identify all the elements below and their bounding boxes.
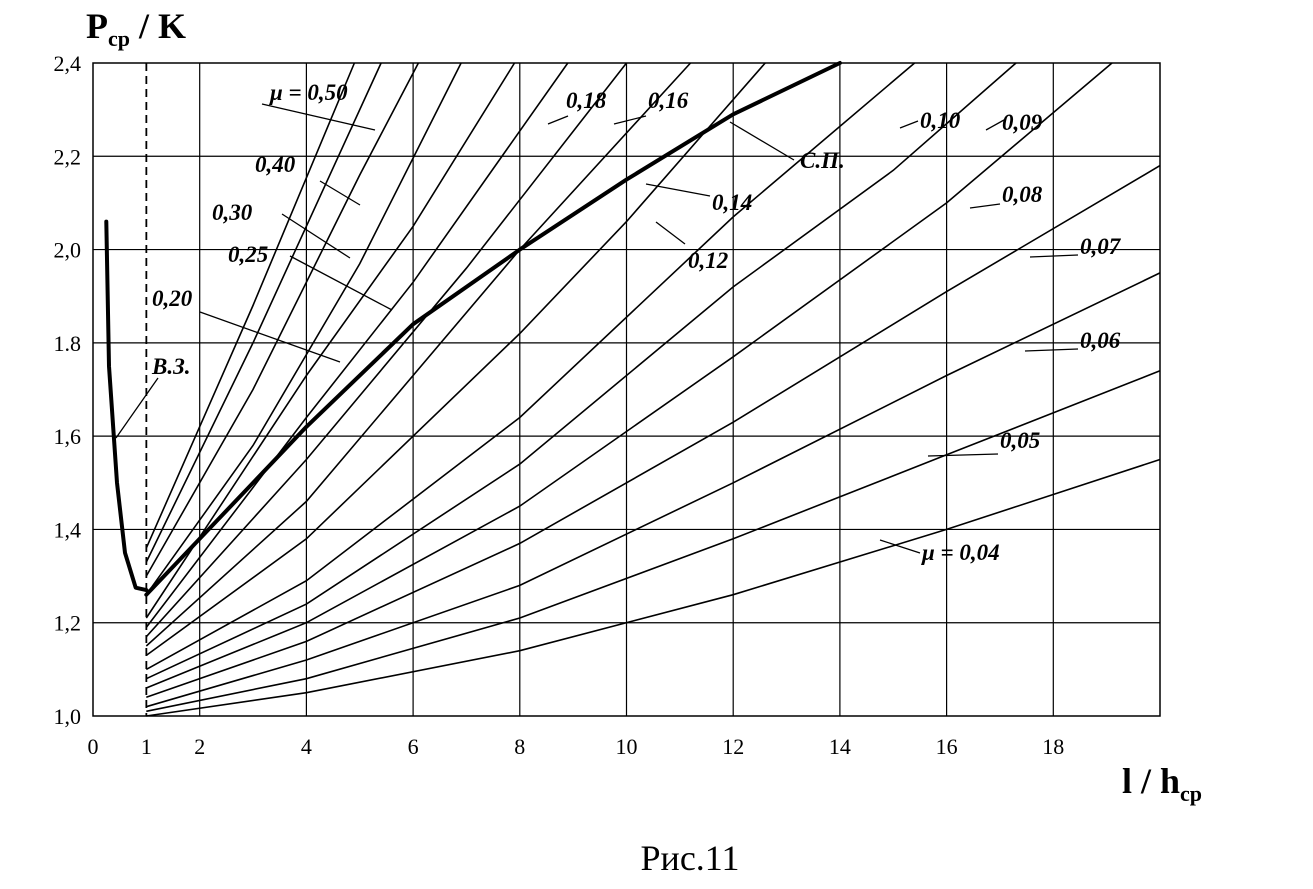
y-tick-label: 1,4 xyxy=(54,517,82,542)
curve-label: 0,09 xyxy=(1002,110,1043,135)
curve-label: С.П. xyxy=(800,148,845,173)
label-leader-line xyxy=(261,103,376,131)
series-line-0-3 xyxy=(145,62,420,577)
y-tick-label: 1.8 xyxy=(54,331,82,356)
x-tick-label: 10 xyxy=(616,734,638,759)
series-line-0-14 xyxy=(145,62,692,647)
curve-label: 0,16 xyxy=(648,88,689,113)
label-leader-line xyxy=(879,539,921,554)
x-tick-label: 14 xyxy=(829,734,851,759)
curve-label: 0,18 xyxy=(566,88,607,113)
curve-label: 0,10 xyxy=(920,108,961,133)
label-leader-line xyxy=(1029,254,1079,258)
series-line-0-1 xyxy=(145,62,916,671)
series-group xyxy=(145,62,1161,717)
x-tick-label: 2 xyxy=(194,734,205,759)
y-tick-label: 2,4 xyxy=(54,51,82,76)
curve-label: 0,30 xyxy=(212,200,253,225)
series-line-0-09 xyxy=(145,62,1017,680)
label-leader-line xyxy=(281,213,351,259)
boundary-curve-vz xyxy=(104,219,149,593)
boundary-curves xyxy=(104,61,842,597)
label-leader-line xyxy=(1024,348,1079,352)
series-line-0-06 xyxy=(146,272,1161,708)
series-line-0-16 xyxy=(145,62,628,638)
label-leader-line xyxy=(655,221,686,245)
curve-label: 0,12 xyxy=(688,248,728,273)
x-tick-labels: 0 1 2 4 6 8 10 12 14 16 18 xyxy=(88,734,1065,759)
x-tick-label: 6 xyxy=(408,734,419,759)
y-axis-title: Pср / K xyxy=(86,6,186,51)
curve-label: 0,08 xyxy=(1002,182,1043,207)
x-axis-title: l / hср xyxy=(1122,761,1202,806)
label-leader-line xyxy=(969,203,1001,209)
x-tick-label: 8 xyxy=(514,734,525,759)
label-leader-line xyxy=(729,121,795,161)
curve-label: 0,25 xyxy=(228,242,268,267)
plot-frame xyxy=(92,62,1161,717)
series-line-0-2 xyxy=(145,62,516,619)
label-leader-line xyxy=(115,377,159,439)
curve-label: μ = 0,04 xyxy=(921,540,1000,565)
y-tick-label: 2,2 xyxy=(54,144,82,169)
x-tick-label: 12 xyxy=(722,734,744,759)
label-leader-line xyxy=(547,115,569,125)
curve-label: В.З. xyxy=(151,354,191,379)
label-leader-line xyxy=(985,119,1005,131)
series-line-0-12 xyxy=(145,62,766,657)
curve-label: 0,14 xyxy=(712,190,752,215)
x-tick-label: 18 xyxy=(1042,734,1064,759)
curve-label: 0,40 xyxy=(255,152,296,177)
series-line-0-04 xyxy=(146,458,1161,717)
curve-label: 0,20 xyxy=(152,286,193,311)
boundary-curve-sp xyxy=(144,61,842,597)
curve-label: 0,06 xyxy=(1080,328,1121,353)
x-tick-label: 16 xyxy=(936,734,958,759)
series-line-0-5 xyxy=(145,62,356,549)
x-tick-label: 4 xyxy=(301,734,312,759)
curve-label: 0,05 xyxy=(1000,428,1040,453)
figure-caption: Рис.11 xyxy=(641,838,740,878)
series-line-0-4 xyxy=(145,62,382,563)
curve-label: 0,07 xyxy=(1080,234,1122,259)
grid xyxy=(93,63,1160,716)
x-tick-label: 1 xyxy=(141,734,152,759)
series-line-0-25 xyxy=(145,62,462,596)
label-leader-line xyxy=(289,255,393,311)
series-line-0-07 xyxy=(146,164,1161,699)
curve-labels: μ = 0,04 0,05 0,06 0,07 0,08 0,09 0,10 0,12 0,14… xyxy=(115,80,1122,565)
series-line-0-05 xyxy=(146,370,1161,713)
y-tick-label: 1,6 xyxy=(54,424,82,449)
label-leader-line xyxy=(899,120,919,129)
label-leader-line xyxy=(319,180,361,206)
label-leader-line xyxy=(613,115,647,125)
y-tick-labels: 1,0 1,2 1,4 1,6 1.8 2,0 2,2 2,4 xyxy=(54,51,82,729)
curve-label: μ = 0,50 xyxy=(269,80,348,105)
x-tick-label: 0 xyxy=(88,734,99,759)
y-tick-label: 1,0 xyxy=(54,704,82,729)
y-tick-label: 1,2 xyxy=(54,611,82,636)
label-leader-line xyxy=(927,453,999,457)
label-leader-line xyxy=(645,183,711,197)
series-line-0-18 xyxy=(145,62,569,628)
series-line-0-08 xyxy=(145,62,1113,689)
y-tick-label: 2,0 xyxy=(54,238,82,263)
label-leader-line xyxy=(199,311,341,363)
